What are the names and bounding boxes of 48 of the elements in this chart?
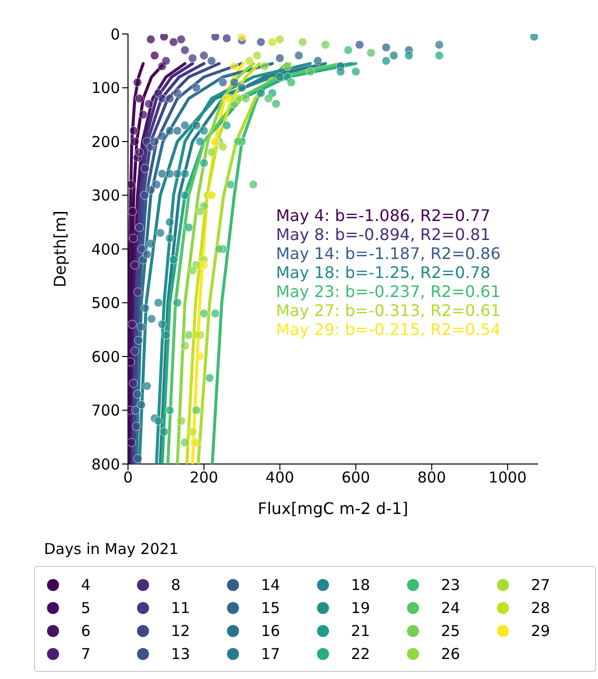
annotation: May 29: b=-0.215, R2=0.54 — [276, 320, 501, 339]
y-tick-label: 0 — [110, 25, 120, 44]
legend-label: 18 — [351, 576, 370, 594]
y-tick-label: 700 — [91, 402, 120, 420]
y-tick-label: 300 — [91, 186, 120, 205]
x-tick-label: 600 — [341, 468, 370, 487]
y-axis-title: Depth[m] — [50, 210, 70, 288]
legend-label: 8 — [171, 576, 181, 594]
legend-label: 11 — [171, 598, 190, 616]
y-tick-label: 500 — [91, 294, 120, 312]
y-tick-label: 100 — [91, 79, 120, 98]
legend-label: 22 — [351, 644, 370, 662]
legend-label: 16 — [261, 622, 280, 640]
legend-label: 14 — [261, 576, 280, 594]
annotation: May 8: b=-0.894, R2=0.81 — [276, 225, 490, 244]
legend-label: 19 — [351, 598, 370, 616]
legend-label: 6 — [81, 622, 91, 640]
legend-label: 4 — [81, 576, 91, 594]
x-tick-label: 200 — [190, 468, 218, 487]
annotation: May 4: b=-1.086, R2=0.77 — [276, 206, 490, 225]
legend-label: 25 — [441, 622, 460, 640]
legend-label: 28 — [531, 598, 550, 616]
legend-label: 7 — [81, 644, 91, 662]
legend-label: 13 — [171, 644, 190, 662]
legend-label: 12 — [171, 622, 190, 640]
legend-title: Days in May 2021 — [44, 540, 180, 558]
annotation: May 14: b=-1.187, R2=0.86 — [276, 244, 501, 263]
annotation: May 18: b=-1.25, R2=0.78 — [276, 263, 490, 282]
legend-label: 24 — [441, 598, 460, 616]
legend-label: 29 — [531, 622, 550, 640]
annotation: May 27: b=-0.313, R2=0.61 — [276, 301, 501, 320]
y-tick-label: 800 — [91, 455, 120, 474]
x-axis-title: Flux[mgC m-2 d-1] — [258, 499, 408, 518]
legend-label: 15 — [261, 598, 280, 616]
y-tick-label: 200 — [91, 132, 120, 151]
legend-label: 5 — [81, 598, 91, 616]
y-tick-label: 600 — [91, 348, 120, 366]
legend-label: 21 — [351, 622, 370, 640]
legend-label: 23 — [441, 576, 460, 594]
legend-label: 26 — [441, 644, 460, 662]
x-tick-label: 400 — [266, 468, 294, 487]
x-tick-label: 0 — [123, 468, 133, 487]
annotation: May 23: b=-0.237, R2=0.61 — [276, 282, 501, 301]
legend-label: 17 — [261, 644, 280, 662]
x-tick-label: 1000 — [488, 468, 527, 487]
x-tick-label: 800 — [417, 468, 446, 487]
y-tick-label: 400 — [91, 240, 120, 258]
legend-label: 27 — [531, 576, 550, 594]
